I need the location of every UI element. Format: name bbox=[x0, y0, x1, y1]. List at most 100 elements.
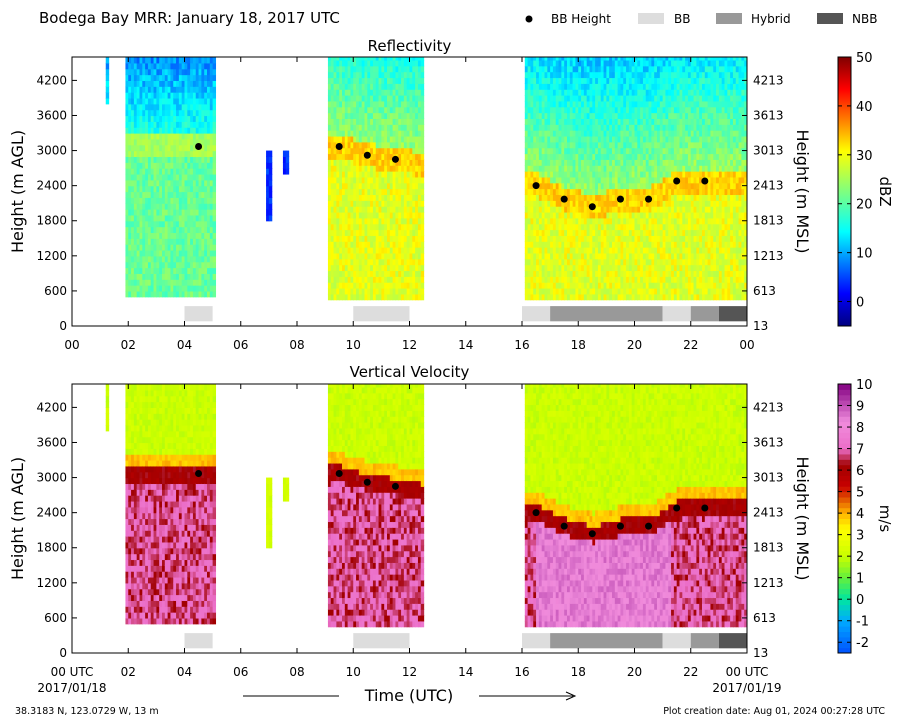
field-cell bbox=[612, 293, 616, 301]
field-cell bbox=[201, 226, 205, 234]
field-cell bbox=[668, 147, 672, 155]
field-cell bbox=[156, 273, 160, 280]
field-cell bbox=[597, 83, 602, 90]
field-cell bbox=[541, 293, 546, 301]
field-cell bbox=[538, 141, 543, 149]
field-cell bbox=[581, 165, 585, 172]
field-cell bbox=[614, 258, 619, 266]
field-cell bbox=[370, 217, 374, 225]
field-cell bbox=[403, 241, 408, 248]
field-cell bbox=[415, 118, 419, 125]
field-cell bbox=[524, 287, 529, 295]
field-cell bbox=[662, 270, 667, 277]
field-cell bbox=[209, 209, 214, 216]
field-cell bbox=[176, 68, 180, 76]
field-cell bbox=[533, 77, 537, 84]
field-cell bbox=[192, 80, 197, 87]
field-cell bbox=[412, 188, 416, 196]
field-cell bbox=[167, 57, 172, 64]
field-cell bbox=[207, 109, 211, 117]
field-cell bbox=[614, 118, 619, 125]
field-cell bbox=[415, 200, 419, 207]
field-cell bbox=[398, 153, 402, 160]
field-cell bbox=[640, 106, 644, 114]
field-cell bbox=[668, 287, 672, 295]
field-cell bbox=[659, 159, 664, 166]
field-cell bbox=[586, 159, 591, 166]
field-cell bbox=[190, 133, 194, 140]
field-cell bbox=[176, 214, 180, 222]
field-cell bbox=[403, 130, 408, 137]
field-cell bbox=[181, 138, 186, 146]
field-cell bbox=[178, 57, 183, 64]
field-cell bbox=[662, 206, 667, 213]
field-cell bbox=[330, 293, 335, 301]
field-cell bbox=[361, 57, 366, 61]
field-cell bbox=[620, 159, 624, 166]
field-cell bbox=[133, 156, 138, 163]
field-cell bbox=[178, 173, 183, 181]
field-cell bbox=[142, 173, 146, 181]
field-cell bbox=[353, 89, 357, 96]
field-cell bbox=[403, 293, 408, 301]
field-cell bbox=[133, 290, 138, 298]
field-cell bbox=[209, 285, 214, 292]
field-cell bbox=[387, 252, 391, 260]
field-cell bbox=[657, 200, 661, 207]
field-cell bbox=[381, 159, 385, 166]
field-cell bbox=[592, 159, 596, 166]
field-cell bbox=[572, 159, 577, 166]
field-cell bbox=[212, 109, 217, 117]
field-cell bbox=[606, 282, 610, 289]
field-cell bbox=[569, 171, 574, 178]
field-cell bbox=[389, 57, 394, 61]
field-cell bbox=[597, 223, 602, 231]
field-cell bbox=[569, 89, 574, 96]
field-cell bbox=[361, 141, 366, 149]
field-cell bbox=[609, 293, 613, 301]
field-cell bbox=[567, 171, 571, 178]
field-cell bbox=[626, 235, 630, 242]
field-cell bbox=[631, 153, 636, 160]
field-cell bbox=[628, 135, 633, 143]
field-cell bbox=[187, 214, 191, 222]
field-cell bbox=[201, 57, 205, 64]
field-cell bbox=[412, 235, 416, 242]
field-cell bbox=[561, 206, 565, 213]
field-cell bbox=[671, 264, 675, 272]
field-cell bbox=[336, 118, 340, 125]
field-cell bbox=[412, 83, 416, 90]
field-cell bbox=[603, 223, 607, 231]
field-cell bbox=[578, 112, 582, 119]
field-cell bbox=[662, 200, 667, 207]
field-cell bbox=[195, 197, 200, 204]
field-cell bbox=[628, 153, 633, 160]
field-cell bbox=[671, 182, 675, 190]
field-cell bbox=[401, 106, 405, 114]
field-cell bbox=[648, 217, 652, 225]
field-cell bbox=[609, 200, 613, 207]
field-cell bbox=[128, 103, 132, 111]
field-cell bbox=[642, 252, 647, 260]
field-cell bbox=[336, 83, 340, 90]
field-cell bbox=[555, 211, 560, 219]
field-cell bbox=[600, 95, 605, 102]
field-cell bbox=[651, 182, 655, 190]
field-cell bbox=[358, 141, 363, 149]
field-cell bbox=[356, 159, 360, 166]
field-cell bbox=[401, 147, 405, 155]
field-cell bbox=[583, 59, 588, 67]
field-cell bbox=[266, 156, 270, 163]
field-cell bbox=[342, 100, 346, 108]
field-cell bbox=[564, 188, 568, 196]
field-cell bbox=[597, 182, 602, 190]
field-cell bbox=[381, 252, 385, 260]
field-cell bbox=[603, 65, 607, 73]
field-cell bbox=[612, 147, 616, 155]
field-cell bbox=[181, 261, 186, 269]
field-cell bbox=[648, 59, 652, 67]
field-cell bbox=[266, 191, 270, 198]
field-cell bbox=[538, 118, 543, 125]
field-cell bbox=[192, 168, 197, 175]
field-cell bbox=[339, 182, 343, 190]
